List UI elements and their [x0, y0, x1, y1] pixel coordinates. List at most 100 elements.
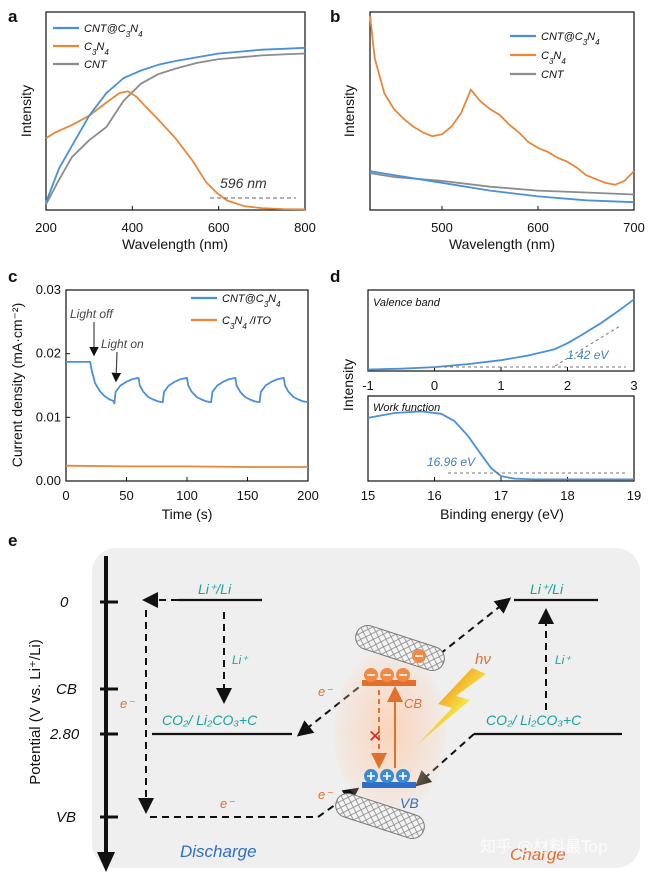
panel-b-xlabel: Wavelength (nm) [449, 236, 555, 252]
panel-b-frame [369, 11, 635, 211]
discharge-label: Discharge [180, 842, 257, 861]
level-label-cb: CB [56, 681, 77, 698]
panel-c: 0 50 100 150 200 0.00 0.01 0.02 0.03 Time (s) Cu… [9, 282, 319, 522]
legend-label-c3n4: C3N4 [541, 50, 566, 66]
li-ion-left: Li⁺ [232, 653, 249, 667]
cb-band [362, 680, 416, 686]
x-tick-label: 100 [176, 488, 198, 503]
electron-label-left: e⁻ [120, 696, 135, 711]
electron-label-cb: e⁻ [318, 684, 333, 699]
x-tick-label: -1 [362, 378, 374, 393]
cnt-tube-bottom-icon [335, 792, 425, 840]
panel-d-xlabel: Binding energy (eV) [440, 506, 564, 522]
vb-label: VB [400, 795, 419, 811]
watermark: 知乎 @材料最Top [480, 837, 608, 856]
level-label-0: 0 [60, 594, 69, 611]
x-tick-label: 19 [627, 488, 641, 503]
plus-sign [399, 772, 407, 780]
panel-b-series [369, 15, 635, 204]
li-couple-left: Li⁺/Li [198, 581, 232, 597]
x-tick-label: 15 [361, 488, 375, 503]
valence-band-label: Valence band [373, 297, 441, 309]
series-line [45, 52, 306, 205]
x-tick-label: 17 [494, 488, 508, 503]
panel-a-series [45, 46, 306, 211]
x-tick-label: 2 [564, 378, 571, 393]
cb-electrons [364, 668, 410, 682]
panel-c-xlabel: Time (s) [162, 506, 213, 522]
potential-axis-arrow-icon [97, 852, 115, 872]
panel-d-ylabel: Intensity [340, 359, 356, 411]
panel-b: 500 600 700 Wavelength (nm) Intensity CNT@… [341, 11, 645, 252]
charge-arrow-cb-to-li [439, 597, 512, 655]
level-label-2-80: 2.80 [49, 726, 80, 743]
y-tick-label: 0.02 [36, 346, 61, 361]
vb-holes [364, 769, 410, 783]
catalyst-glow [334, 650, 446, 814]
x-tick-label: 1 [497, 378, 504, 393]
panel-c-ticks: 0 50 100 150 200 0.00 0.01 0.02 0.03 [36, 282, 319, 503]
legend-label-cnt: CNT [84, 59, 108, 71]
potential-axis-title: Potential (V vs. Li⁺/Li) [27, 639, 44, 784]
plus-sign [383, 772, 391, 780]
blocked-cross-icon: ✕ [368, 727, 382, 747]
y-tick-label: 0.01 [36, 409, 61, 424]
li-couple-right: Li⁺/Li [530, 581, 564, 597]
series-line [45, 90, 306, 211]
panel-d-ticks: -1 0 1 2 3 15 16 17 18 19 [361, 367, 641, 503]
x-tick-label: 18 [560, 488, 574, 503]
x-tick-label: 800 [294, 220, 316, 235]
lightning-bolt-icon [418, 668, 486, 744]
y-tick-label: 0.00 [36, 473, 61, 488]
series-line [65, 464, 308, 468]
panel-a-legend: CNT@C3N4 C3N4 CNT [53, 23, 143, 71]
level-label-vb: VB [56, 809, 76, 826]
x-tick-label: 200 [35, 220, 57, 235]
series-line [66, 360, 309, 405]
panel-d: -1 0 1 2 3 15 16 17 18 19 Valence band Work funct… [340, 289, 641, 522]
cb-label: CB [404, 696, 422, 711]
x-tick-label: 0 [62, 488, 69, 503]
series-line [369, 170, 635, 204]
x-tick-label: 0 [431, 378, 438, 393]
panel-b-x-ticks: 500 600 700 [431, 206, 645, 235]
legend-label-cnt: CNT [541, 69, 565, 81]
x-tick-label: 400 [121, 220, 143, 235]
co2-reaction-left: CO₂/ Li₂CO₃+C [162, 712, 258, 728]
panel-letter-c: c [8, 267, 17, 286]
x-tick-label: 16 [427, 488, 441, 503]
wf-value: 16.96 eV [427, 455, 476, 469]
light-on-label: Light on [101, 337, 144, 351]
x-tick-label: 150 [237, 488, 259, 503]
legend-label-c3n4-ito: C3N4 /ITO [222, 315, 272, 331]
series-line [369, 172, 635, 196]
panel-letter-a: a [8, 7, 18, 26]
vb-tangent-line [554, 325, 621, 367]
x-tick-label: 600 [208, 220, 230, 235]
panel-a-xlabel: Wavelength (nm) [122, 236, 228, 252]
vb-band [362, 782, 416, 788]
panel-c-legend: CNT@C3N4 C3N4 /ITO [191, 293, 281, 331]
y-tick-label: 0.03 [36, 282, 61, 297]
panel-c-series [65, 360, 309, 468]
panel-a-annotation: 596 nm [220, 175, 267, 191]
hv-label: hν [475, 651, 491, 668]
panel-letter-b: b [330, 7, 340, 26]
panel-letter-d: d [330, 267, 340, 286]
x-tick-label: 200 [297, 488, 319, 503]
panel-letter-e: e [8, 531, 17, 550]
x-tick-label: 600 [527, 220, 549, 235]
panel-d-series [367, 298, 635, 481]
electron-label-vb: e⁻ [318, 787, 333, 802]
legend-label-cnt-c3n4: CNT@C3N4 [84, 23, 143, 39]
li-ion-right: Li⁺ [555, 653, 572, 667]
co2-reaction-right: CO₂/ Li₂CO₃+C [486, 712, 582, 728]
series-line [45, 46, 306, 203]
series-line [367, 298, 635, 371]
electron-label-bottom: e⁻ [220, 796, 235, 811]
light-on-arrow [111, 351, 122, 383]
plus-sign [367, 772, 375, 780]
panel-a: 200 400 600 800 596 nm Wavelength (nm) Inte… [18, 11, 316, 252]
x-tick-label: 700 [623, 220, 645, 235]
panel-c-ylabel: Current density (mA·cm⁻²) [9, 303, 25, 468]
